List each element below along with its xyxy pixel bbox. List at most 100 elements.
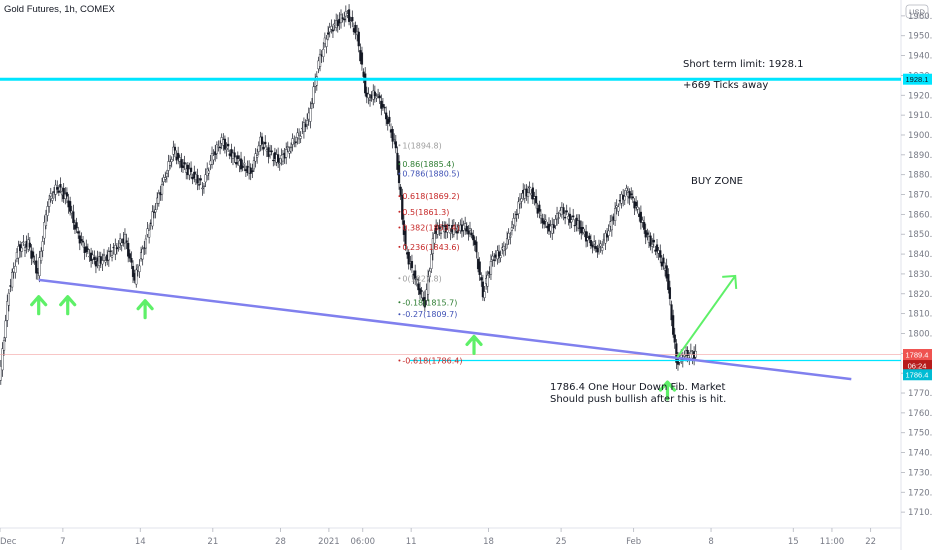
fib-retracement[interactable]: 1(1894.8) 0.86(1885.4)0.786(1880.5) 0.618(… bbox=[398, 141, 462, 365]
candle-body bbox=[607, 230, 610, 236]
y-tick-label: 1890.0 bbox=[908, 151, 932, 161]
candle-body bbox=[44, 214, 48, 226]
candle-body bbox=[385, 112, 388, 120]
candle-body bbox=[617, 206, 620, 212]
candle-body bbox=[306, 120, 309, 125]
candle-body bbox=[270, 150, 273, 153]
fib-price-badge: 1786.4 bbox=[903, 369, 932, 381]
y-tick-label: 1900.0 bbox=[908, 131, 932, 141]
candle-body bbox=[364, 73, 367, 94]
projection-arrow[interactable] bbox=[676, 274, 738, 358]
candle-body bbox=[56, 187, 59, 190]
candle-body bbox=[481, 281, 484, 298]
fib-level-label: -0.18(1815.7) bbox=[402, 298, 457, 307]
candle-body bbox=[2, 340, 6, 351]
last-badge-text: 1789.4 bbox=[906, 350, 929, 359]
candle-body bbox=[168, 161, 172, 166]
price-axis: 1710.0 1720.0 1730.0 1740.0 1750.0 1760.0 1770… bbox=[901, 12, 932, 518]
y-tick-label: 1730.0 bbox=[908, 468, 932, 478]
candle-body bbox=[302, 122, 306, 132]
candle-body bbox=[478, 261, 481, 275]
candle-body bbox=[604, 232, 607, 244]
candle-body bbox=[64, 193, 67, 199]
fib-level-dot bbox=[398, 172, 401, 175]
candle-body bbox=[641, 219, 644, 223]
candle-body bbox=[531, 187, 534, 200]
currency-button[interactable] bbox=[905, 4, 929, 19]
y-tick-label: 1850.0 bbox=[908, 230, 932, 240]
candle-body bbox=[110, 255, 114, 258]
y-tick-label: 1860.0 bbox=[908, 210, 932, 220]
candle-body bbox=[438, 225, 441, 230]
candle-body bbox=[360, 52, 364, 65]
candle-body bbox=[428, 270, 431, 278]
candle-body bbox=[80, 239, 83, 242]
candle-body bbox=[672, 315, 675, 335]
time-axis: Dec 7 14 21 28 2021 06:00 11 18 25 Feb 8 15 11:00 22 bbox=[0, 528, 876, 547]
candle-body bbox=[544, 219, 547, 222]
candle-body bbox=[649, 235, 652, 247]
candle-body bbox=[38, 257, 41, 276]
candle-body bbox=[236, 155, 239, 160]
support-trend-line[interactable] bbox=[38, 278, 852, 381]
fib-level-label: 1(1894.8) bbox=[402, 141, 441, 150]
candle-body bbox=[35, 260, 38, 274]
x-tick-label: 06:00 bbox=[351, 537, 376, 547]
candle-body bbox=[623, 196, 626, 201]
currency-label: USD bbox=[909, 8, 925, 17]
candle-body bbox=[99, 256, 102, 264]
candle-body bbox=[639, 211, 642, 223]
candle-body bbox=[636, 206, 639, 210]
candle-body bbox=[446, 229, 449, 233]
candle-body bbox=[327, 32, 330, 35]
y-tick-label: 1830.0 bbox=[908, 270, 932, 280]
candle-body bbox=[309, 108, 312, 122]
candle-body bbox=[94, 260, 98, 267]
candle-body bbox=[285, 149, 288, 158]
candle-body bbox=[128, 253, 131, 259]
candle-body bbox=[368, 99, 372, 101]
candle-body bbox=[489, 261, 493, 275]
candle-body bbox=[594, 246, 597, 249]
candle-body bbox=[578, 220, 581, 229]
candle-body bbox=[117, 246, 120, 249]
ticks-away-note: +669 Ticks away bbox=[683, 80, 768, 91]
candle-body bbox=[278, 162, 281, 165]
candle-body bbox=[189, 167, 193, 172]
y-tick-label: 1870.0 bbox=[908, 191, 932, 201]
projection-arrow-shaft bbox=[676, 275, 737, 358]
candle-body bbox=[289, 146, 293, 149]
candle-body bbox=[557, 217, 560, 219]
y-tick-label: 1810.0 bbox=[908, 310, 932, 320]
candle-body bbox=[425, 289, 428, 301]
candle-body bbox=[660, 261, 663, 267]
candle-body bbox=[204, 174, 207, 183]
candle-body bbox=[605, 234, 609, 238]
candle-body bbox=[102, 254, 106, 256]
x-tick-label: 8 bbox=[708, 537, 713, 547]
candle-body bbox=[610, 220, 613, 231]
candle-body bbox=[588, 235, 591, 240]
candle-body bbox=[93, 257, 96, 261]
candle-body bbox=[0, 366, 2, 381]
candle-body bbox=[114, 245, 117, 255]
candle-body bbox=[449, 232, 452, 234]
x-tick-label: 15 bbox=[788, 537, 799, 547]
candle-body bbox=[597, 245, 601, 248]
buy-arrow-icon bbox=[59, 295, 77, 316]
candle-body bbox=[415, 279, 418, 281]
candle-body bbox=[655, 244, 659, 252]
countdown-badge-text: 06:24 bbox=[908, 361, 927, 370]
fib-note-line-1: 1786.4 One Hour Down Fib. Market bbox=[550, 382, 725, 393]
candle-body bbox=[520, 198, 523, 202]
candle-body bbox=[43, 222, 46, 239]
last-price-badge: 1789.4 bbox=[903, 349, 932, 361]
buy-arrow-icon bbox=[465, 334, 483, 355]
candle-body bbox=[643, 222, 646, 230]
candle-body bbox=[148, 230, 151, 238]
countdown-badge: 06:24 bbox=[903, 360, 932, 372]
candle-body bbox=[514, 217, 517, 227]
y-tick-label: 1950.0 bbox=[908, 32, 932, 42]
fib-level-label: -0.27(1809.7) bbox=[402, 310, 457, 319]
